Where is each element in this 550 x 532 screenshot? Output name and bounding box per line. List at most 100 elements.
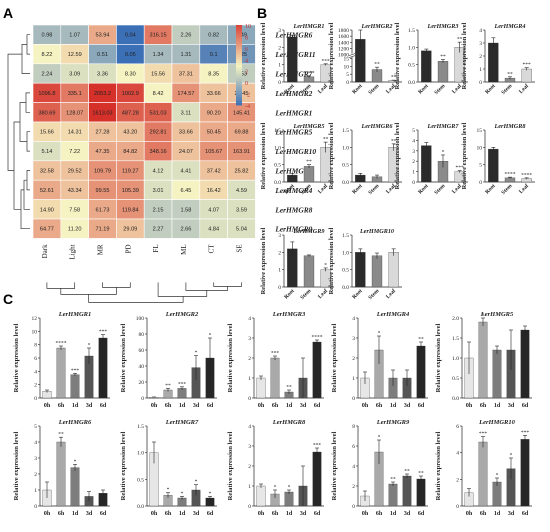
x-tick-label: 3d [404,403,411,409]
x-tick-label: 6h [376,403,383,409]
y-tick-label: 1 [34,488,37,494]
panel-letter-b: B [257,5,267,21]
heatmap-cell-value: 90.20 [207,110,221,116]
x-tick-label: Leaf [385,288,397,300]
y-tick-label: 40 [139,364,145,370]
x-tick-label: Root [417,183,429,195]
significance-label: *** [271,351,280,357]
colorbar-segment [236,35,242,38]
heatmap-tissue-label: Light [69,244,77,259]
colorbar-segment [236,25,242,28]
x-tick-label: 0h [44,403,51,409]
heatmap-tissue-label: FL [152,244,160,252]
heatmap-cell-value: 14.31 [68,130,82,136]
y-tick-label: 0 [346,80,349,86]
heatmap-cell-value: 3.11 [181,110,191,116]
y-tick-label: 3 [278,233,281,239]
bar [478,321,488,399]
x-tick-label: 6d [207,403,214,409]
significance-label: * [167,487,170,493]
colorbar-segment [236,41,242,44]
y-tick-label: 2 [352,484,355,490]
y-tick-label: 4 [34,369,37,375]
colorbar-segment [236,67,242,70]
y-tick-label: 1000 [338,53,349,59]
bar [402,475,412,507]
y-tick-label: 1400 [338,40,349,46]
x-tick-label: Leaf [518,183,530,195]
y-tick-label: 0.5 [342,163,349,169]
y-tick-label: 1.0 [342,145,349,151]
y-tick-label: 0.5 [452,376,459,382]
bar [270,357,280,399]
chart-title: LerHMGR2 [165,311,199,318]
heatmap-cell-value: 335.1 [68,91,82,97]
bar [312,451,322,507]
heatmap-cell-value: 64.77 [40,227,54,233]
heatmap-cell-value: 61.73 [96,207,110,213]
heatmap-gene-label: LerHMGR3 [274,167,312,176]
x-tick-label: 1d [72,403,79,409]
bar [303,255,315,288]
bar [98,337,108,399]
heatmap-cell-value: 292.81 [150,130,167,136]
colorbar-segment [236,51,242,54]
bar [303,166,315,183]
y-tick-label: 8 [34,343,37,349]
significance-label: ** [418,471,424,477]
bar-chart: LerHMGR3 0.0 0.5 1.0 1.5 Relative expression … [394,22,468,96]
colorbar-segment [236,53,242,56]
y-tick-label: 4 [456,451,459,457]
heatmap-cell-value: 0.04 [125,33,136,39]
y-tick-label: 3 [248,444,251,450]
y-tick-label: 1800 [338,28,349,34]
x-tick-label: 6d [314,403,321,409]
y-tick-label: 0 [479,80,482,86]
y-tick-label: 2 [34,383,37,389]
y-tick-label: 2 [278,45,281,51]
colorbar-segment [236,29,242,32]
heatmap-cell-value: 29.52 [68,169,82,175]
significance-label: ** [58,432,64,438]
x-tick-label: Stem [300,288,313,301]
heatmap-cell-value: 2.27 [153,227,164,233]
significance-label: ** [391,138,397,144]
heatmap-gene-label: LerHMGR4 [274,186,312,195]
x-tick-label: 6d [522,403,529,409]
heatmap-cell-value: 8.30 [125,72,136,78]
heatmap-tissue-label: SE [236,244,244,252]
y-tick-label: 1.0 [274,145,281,151]
bar [416,478,426,507]
chart-title: LerHMGR1 [293,23,325,30]
chart-title: LerHMGR5 [293,123,325,130]
y-tick-label: 2.0 [452,316,459,322]
dendrogram-branch [26,170,30,191]
y-tick-label: 0.0 [342,180,349,186]
heatmap-cell-value: 531.03 [150,110,167,116]
y-axis-label: Relative expression level [328,122,335,189]
y-tick-label: 0.0 [274,180,281,186]
colorbar-segment [236,99,242,102]
y-tick-label: 1 [479,67,482,73]
significance-label: * [209,333,212,339]
heatmap-gene-label: LerHMGR8 [274,205,312,214]
heatmap-cell-value: 1002.9 [122,91,139,97]
y-tick-label: 1 [248,376,251,382]
significance-label: * [324,262,327,268]
y-axis-label: Relative expression level [13,323,20,392]
heatmap-cell-value: 119.84 [122,207,139,213]
y-axis-label: Relative expression level [331,431,338,500]
chart-title: LerHMGR7 [427,123,460,130]
colorbar-segment [236,59,242,62]
x-tick-label: 3d [193,511,200,517]
y-tick-label: 2 [248,464,251,470]
x-tick-label: 6d [100,511,107,517]
y-tick-label: 4 [352,464,355,470]
colorbar-segment [236,85,242,88]
x-tick-label: 6d [100,403,107,409]
colorbar-segment [236,93,242,96]
heatmap-cell-value: 316.15 [150,33,167,39]
x-tick-label: 1d [494,511,501,517]
